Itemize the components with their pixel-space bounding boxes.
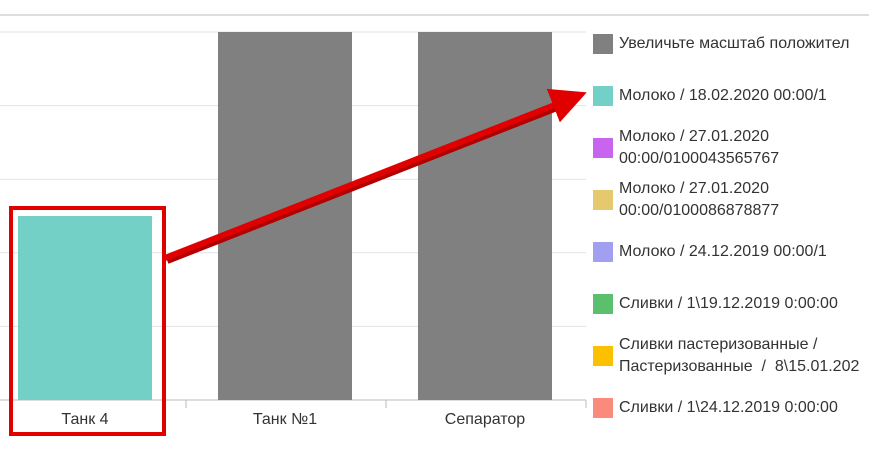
x-tick-label: Танк №1: [253, 411, 317, 428]
legend-label: Молоко / 24.12.2019 00:00/1: [619, 243, 827, 260]
legend-swatch: [593, 398, 613, 418]
legend-swatch: [593, 242, 613, 262]
legend-label: Молоко / 27.01.2020 00:00/0100086878877: [619, 180, 780, 219]
legend-label: Сливки пастеризованные / Пастеризованные…: [619, 336, 860, 375]
legend-swatch: [593, 294, 613, 314]
bar: [418, 32, 552, 400]
legend-swatch: [593, 138, 613, 158]
x-tick-label: Танк 4: [61, 411, 108, 428]
legend-label: Молоко / 18.02.2020 00:00/1: [619, 87, 827, 104]
legend-swatch: [593, 190, 613, 210]
arrow: [163, 88, 587, 261]
legend-label: Сливки / 1\19.12.2019 0:00:00: [619, 295, 838, 312]
legend-label: Молоко / 27.01.2020 00:00/0100043565767: [619, 128, 780, 167]
highlight-box: [9, 206, 166, 436]
legend-swatch: [593, 34, 613, 54]
bar: [18, 216, 152, 400]
legend-label: Увеличьте масштаб положител: [619, 35, 850, 52]
x-tick-label: Сепаратор: [445, 411, 526, 428]
legend-swatch: [593, 346, 613, 366]
legend-label: Сливки / 1\24.12.2019 0:00:00: [619, 399, 838, 416]
legend-swatch: [593, 86, 613, 106]
